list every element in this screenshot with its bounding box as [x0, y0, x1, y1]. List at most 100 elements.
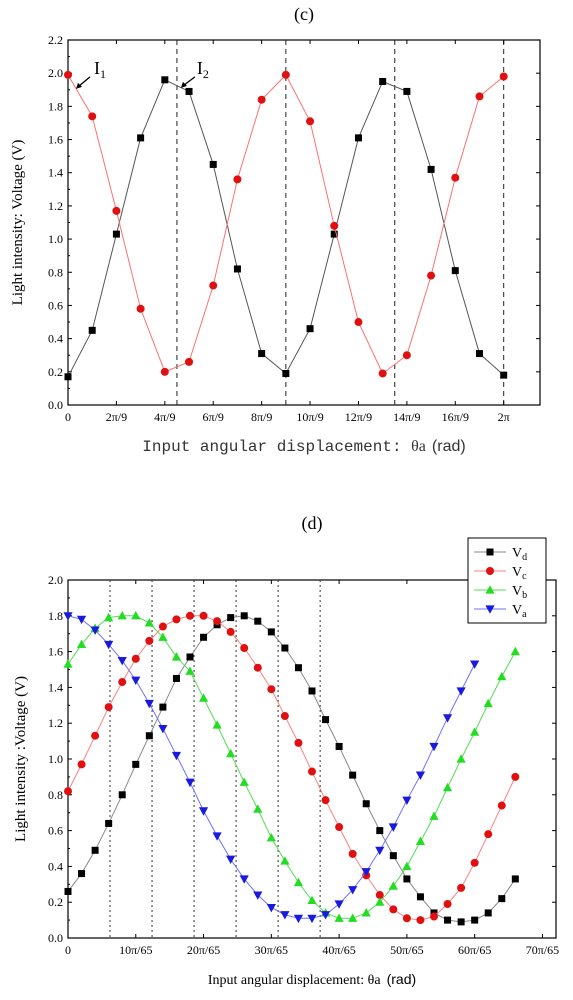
data-point: [415, 771, 426, 780]
legend-label: Va: [512, 603, 527, 620]
annotation-i2: I2: [197, 58, 209, 81]
annotation-i2-main: I: [197, 58, 203, 78]
data-point: [335, 742, 343, 750]
data-point: [258, 350, 266, 358]
annotation-i1: I1: [94, 58, 106, 81]
data-point: [266, 903, 276, 913]
data-point: [306, 325, 314, 333]
data-point: [378, 369, 387, 378]
y-tick-label: 1.0: [48, 752, 63, 766]
data-point: [266, 832, 276, 842]
annotation-i2-sub: 2: [203, 67, 209, 81]
data-point: [160, 367, 169, 376]
data-point: [293, 877, 304, 887]
data-point: [354, 134, 362, 142]
x-tick-label: 12π/9: [345, 410, 372, 424]
data-point: [112, 230, 120, 238]
data-point: [198, 807, 209, 816]
legend-label-main: V: [512, 546, 522, 561]
x-tick-label: 10π/65: [119, 943, 152, 957]
data-point: [136, 304, 145, 313]
data-point: [227, 614, 235, 622]
data-point: [389, 905, 398, 914]
data-point: [375, 897, 385, 906]
x-tick-label: 14π/9: [393, 410, 420, 424]
data-point: [282, 369, 290, 377]
y-tick-label: 0.8: [48, 265, 63, 279]
series-line: [67, 615, 476, 919]
data-point: [145, 732, 153, 740]
x-axis-label-symbol: θa: [411, 438, 426, 455]
data-point: [475, 92, 484, 101]
data-point: [427, 271, 436, 280]
data-point: [321, 796, 330, 805]
data-point: [254, 617, 262, 625]
y-tick-label: 1.6: [48, 645, 63, 659]
data-point: [90, 626, 100, 635]
chart-c: (c) 0.0 0.2 0.4 0.6 0.8 1.0 1.2 1.4 1.6 1.8 2.0 2.2 0…: [10, 4, 541, 456]
y-axis-label: Light intensity :Voltage (V): [13, 676, 29, 842]
y-tick-label: 1.4: [48, 680, 63, 694]
data-point: [280, 712, 289, 721]
data-point: [186, 653, 194, 661]
data-point: [511, 772, 520, 781]
data-point: [158, 724, 168, 734]
plot-frame: [67, 39, 541, 406]
data-point: [198, 693, 209, 702]
data-point: [233, 175, 242, 184]
y-tick-label: 2.2: [48, 33, 63, 47]
x-tick-label: 2π: [498, 410, 510, 424]
data-point: [159, 703, 167, 711]
data-point: [209, 281, 218, 290]
annotation-arrowhead-i1: [76, 82, 82, 89]
x-tick-label: 6π/9: [203, 410, 224, 424]
data-point: [444, 916, 452, 924]
data-point: [267, 685, 276, 694]
y-tick-label: 0.6: [48, 824, 63, 838]
data-point: [403, 875, 411, 883]
data-point: [280, 911, 290, 920]
data-point: [510, 646, 520, 656]
data-point: [226, 627, 235, 636]
y-tick-label: 1.8: [48, 99, 63, 113]
x-axis-label-symbol: θa: [368, 973, 382, 988]
data-point: [64, 787, 72, 796]
y-tick-label: 0.0: [48, 931, 63, 945]
data-point: [144, 699, 154, 709]
y-tick-label: 1.2: [48, 716, 63, 730]
data-point: [77, 760, 86, 769]
data-point: [427, 165, 435, 173]
x-tick-label: 16π/9: [442, 410, 469, 424]
data-point: [307, 914, 317, 924]
data-point: [334, 913, 344, 922]
panel-label: (d): [302, 513, 323, 534]
data-point: [388, 823, 398, 832]
y-tick-label: 0.4: [48, 332, 63, 346]
series-1: [64, 611, 520, 925]
data-point: [226, 748, 236, 758]
data-point: [429, 811, 439, 820]
y-tick-label: 0.8: [48, 788, 63, 802]
data-point: [403, 87, 411, 95]
data-point: [240, 644, 249, 653]
data-point: [131, 676, 141, 686]
data-point: [457, 918, 465, 926]
data-point: [416, 916, 425, 925]
legend-label-sub: c: [522, 571, 527, 582]
data-point: [212, 720, 222, 729]
data-point: [362, 800, 370, 808]
legend-label-main: V: [512, 603, 522, 618]
series-3: [63, 612, 480, 924]
x-tick-label: 2π/9: [106, 410, 127, 424]
data-point: [451, 267, 459, 275]
data-point: [91, 846, 99, 854]
data-point: [253, 804, 263, 813]
data-point: [132, 760, 140, 768]
x-axis-label: Input angular displacement: θa (rad): [142, 438, 465, 456]
data-point: [104, 612, 114, 622]
y-tick-label: 0.0: [48, 398, 63, 412]
data-point: [361, 908, 371, 917]
data-point: [105, 819, 113, 827]
data-point: [354, 318, 363, 327]
data-point: [171, 652, 182, 661]
